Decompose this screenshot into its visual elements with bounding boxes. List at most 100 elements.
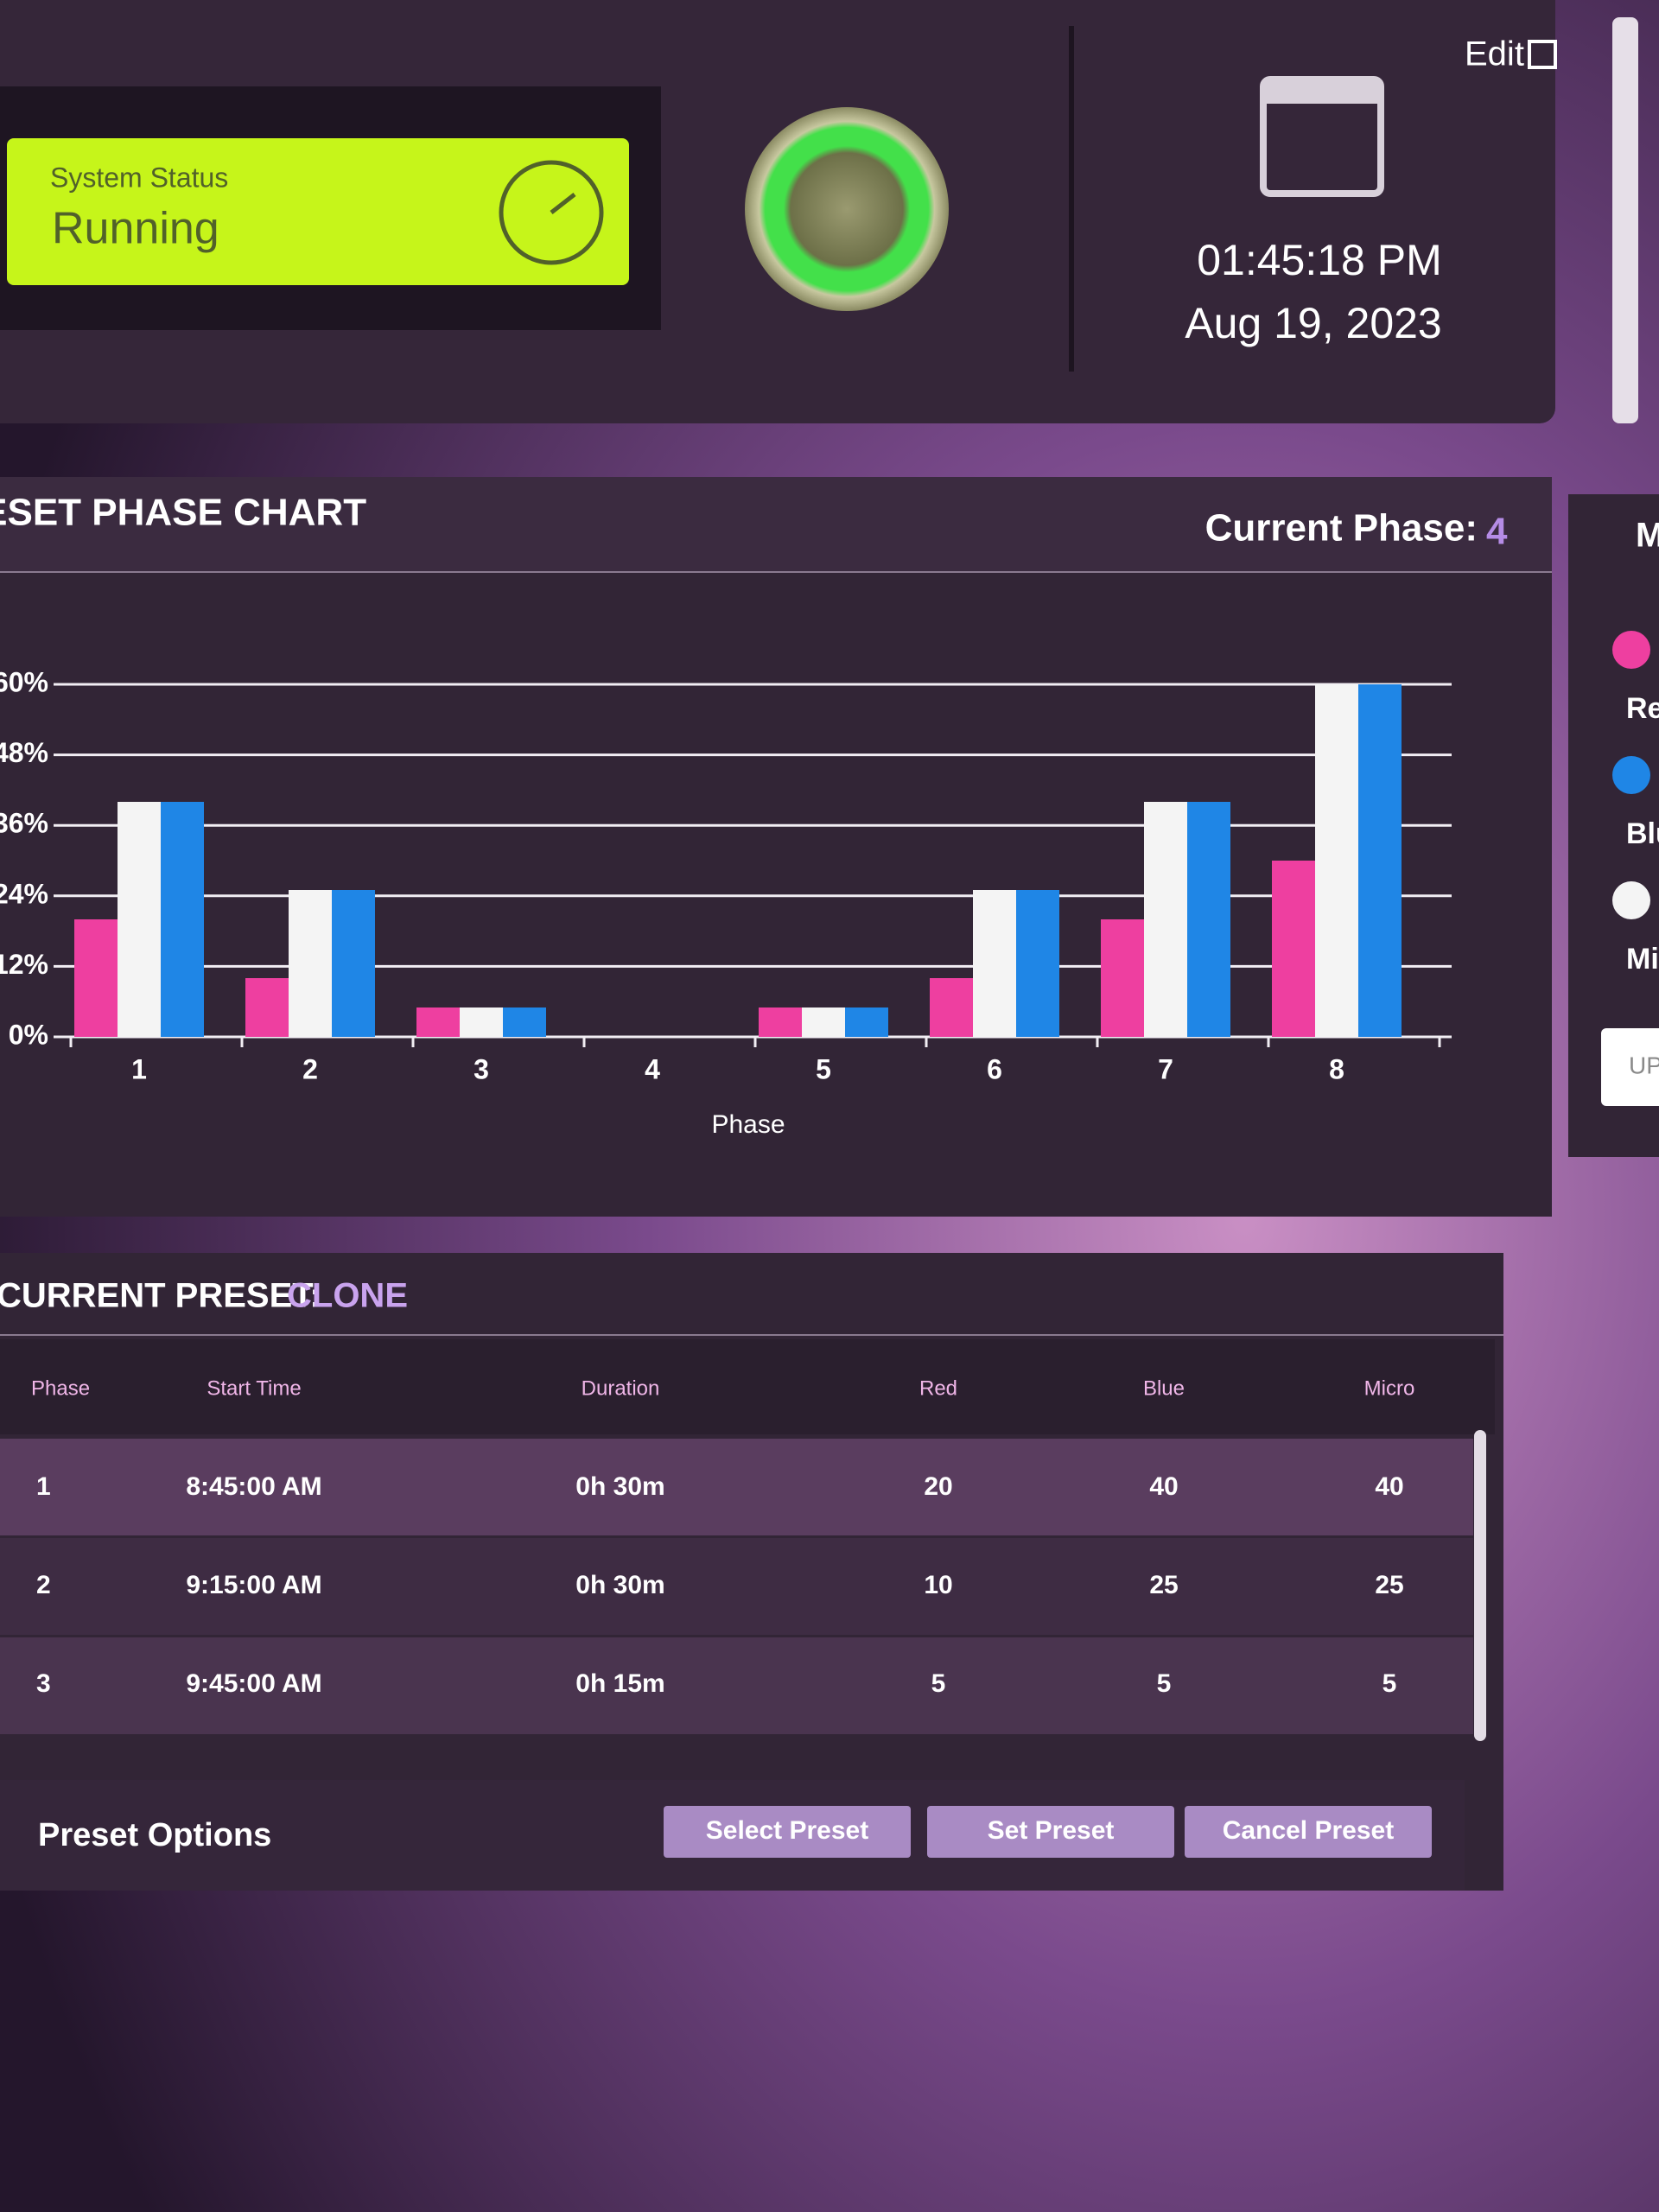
bar <box>1315 684 1358 1037</box>
side-button[interactable] <box>1601 1028 1659 1106</box>
legend-label: Micro <box>1626 943 1659 976</box>
options-label: Preset Options <box>38 1817 271 1853</box>
bar <box>416 1007 460 1037</box>
bar <box>503 1007 546 1037</box>
column-header: Blue <box>1143 1376 1185 1400</box>
bar <box>289 890 332 1037</box>
bar <box>802 1007 845 1037</box>
x-tick-label: 7 <box>1158 1053 1173 1084</box>
clock-date: Aug 19, 2023 <box>1185 299 1442 347</box>
gauge-icon <box>499 160 604 265</box>
y-tick-label: 0% <box>9 1019 48 1050</box>
column-header: Micro <box>1364 1376 1415 1400</box>
y-tick-label: 48% <box>0 737 48 768</box>
table-cell: 25 <box>1375 1571 1403 1599</box>
bar <box>245 978 289 1037</box>
table-cell: 1 <box>36 1472 51 1501</box>
clock-time: 01:45:18 PM <box>1197 236 1442 284</box>
table-cell: 8:45:00 AM <box>186 1472 321 1501</box>
chart-header <box>0 477 1552 572</box>
bar <box>1101 919 1144 1037</box>
preset-button-label[interactable]: Cancel Preset <box>1223 1816 1394 1845</box>
preset-button-label[interactable]: Select Preset <box>706 1816 868 1845</box>
table-cell: 25 <box>1149 1571 1178 1599</box>
legend-label: Blue <box>1626 817 1659 850</box>
legend-swatch <box>1612 881 1650 919</box>
bar <box>845 1007 888 1037</box>
bar <box>1187 802 1230 1037</box>
bar <box>973 890 1016 1037</box>
table-cell: 9:45:00 AM <box>186 1669 321 1698</box>
preset-title: CURRENT PRESET: <box>0 1277 321 1315</box>
table-cell: 40 <box>1375 1472 1403 1501</box>
bar <box>460 1007 503 1037</box>
table-row-bg <box>0 1637 1473 1734</box>
table-cell: 0h 30m <box>575 1571 664 1599</box>
bar <box>1144 802 1187 1037</box>
preset-name: CLONE <box>287 1277 408 1315</box>
table-cell: 10 <box>924 1571 952 1599</box>
edge-strip <box>1612 17 1638 423</box>
table-cell: 5 <box>1157 1669 1172 1698</box>
side-button-label[interactable]: UP <box>1629 1052 1659 1078</box>
edit-icon <box>1528 40 1557 69</box>
current-phase-label: Current Phase: <box>1205 507 1478 550</box>
x-tick-label: 5 <box>816 1053 831 1084</box>
table-row-bg <box>0 1439 1473 1535</box>
table-cell: 5 <box>931 1669 946 1698</box>
table-cell: 0h 15m <box>575 1669 664 1698</box>
y-tick-label: 36% <box>0 808 48 839</box>
table-cell: 0h 30m <box>575 1472 664 1501</box>
x-axis-label: Phase <box>711 1110 785 1139</box>
y-tick-label: 24% <box>0 878 48 909</box>
side-panel-title: M <box>1636 517 1659 555</box>
table-cell: 20 <box>924 1472 952 1501</box>
status-label: System Status <box>50 162 228 193</box>
preset-button-label[interactable]: Set Preset <box>988 1816 1115 1845</box>
calendar-top <box>1263 79 1381 104</box>
x-tick-label: 8 <box>1329 1053 1344 1084</box>
legend-swatch <box>1612 756 1650 794</box>
bar <box>1016 890 1059 1037</box>
table-cell: 40 <box>1149 1472 1178 1501</box>
y-tick-label: 12% <box>0 949 48 980</box>
y-tick-label: 60% <box>0 666 48 697</box>
chart-panel <box>0 477 1552 1217</box>
column-header: Red <box>919 1376 957 1400</box>
current-phase: 4 <box>1486 511 1508 553</box>
legend-label: Red <box>1626 692 1659 725</box>
table-cell: 3 <box>36 1669 51 1698</box>
legend-swatch <box>1612 631 1650 669</box>
preset-button[interactable] <box>927 1806 1174 1858</box>
status-box <box>7 138 629 285</box>
bar <box>930 978 973 1037</box>
bar <box>161 802 204 1037</box>
table-cell: 9:15:00 AM <box>186 1571 321 1599</box>
x-tick-label: 4 <box>645 1053 660 1084</box>
x-tick-label: 1 <box>131 1053 147 1084</box>
table-cell: 5 <box>1382 1669 1397 1698</box>
bar <box>332 890 375 1037</box>
power-button[interactable] <box>745 107 949 311</box>
column-header: Phase <box>31 1376 90 1400</box>
preset-button[interactable] <box>1185 1806 1432 1858</box>
x-tick-label: 2 <box>302 1053 318 1084</box>
bar <box>74 919 118 1037</box>
table-cell: 2 <box>36 1571 51 1599</box>
bar <box>1358 684 1402 1037</box>
x-tick-label: 6 <box>987 1053 1002 1084</box>
table-row-bg <box>0 1538 1473 1635</box>
status-value: Running <box>52 204 219 254</box>
bar <box>118 802 161 1037</box>
bar <box>1272 861 1315 1037</box>
table-header-row <box>0 1339 1495 1434</box>
chart-title: PRESET PHASE CHART <box>0 492 366 534</box>
scrollbar[interactable] <box>1474 1430 1486 1741</box>
column-header: Start Time <box>207 1376 301 1400</box>
edit-link[interactable]: Edit <box>1465 35 1524 73</box>
preset-button[interactable] <box>664 1806 911 1858</box>
x-tick-label: 3 <box>474 1053 489 1084</box>
column-header: Duration <box>582 1376 660 1400</box>
